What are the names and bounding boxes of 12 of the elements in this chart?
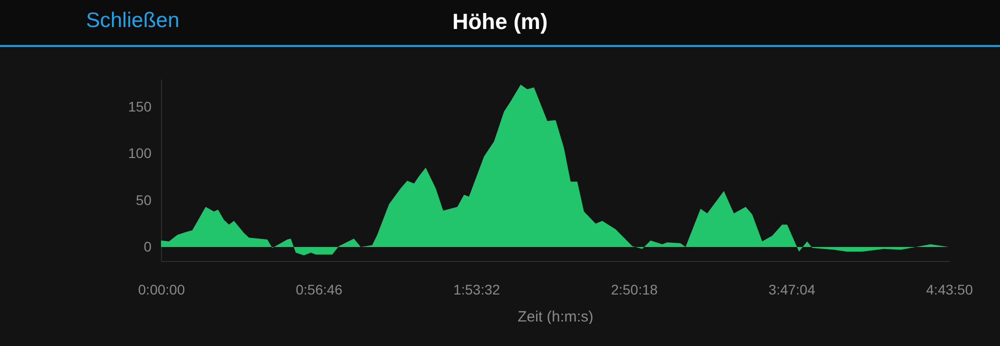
y-tick-label: 150 xyxy=(128,98,152,114)
x-tick-label: 3:47:04 xyxy=(768,282,816,298)
y-tick-label: 100 xyxy=(128,145,152,162)
x-tick-label: 1:53:32 xyxy=(453,282,500,298)
y-tick-label: 0 xyxy=(144,238,152,254)
x-tick-label: 0:00:00 xyxy=(138,282,186,298)
x-tick-label: 0:56:46 xyxy=(296,282,343,298)
x-tick-label: 2:50:18 xyxy=(610,282,658,298)
y-tick-label: 50 xyxy=(136,192,152,208)
x-tick-label: 4:43:50 xyxy=(926,282,974,298)
chart-title: Höhe (m) xyxy=(452,9,548,34)
text: Schließen xyxy=(86,9,180,33)
